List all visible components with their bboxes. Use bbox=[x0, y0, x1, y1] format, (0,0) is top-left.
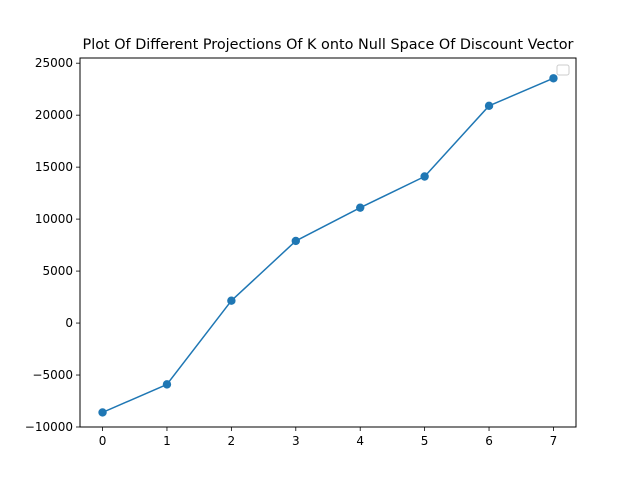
data-point bbox=[291, 236, 300, 246]
data-point bbox=[549, 74, 558, 83]
series-line bbox=[101, 77, 555, 414]
y-tick-label: 5000 bbox=[42, 264, 73, 278]
series-points bbox=[98, 74, 558, 417]
x-tick-label: 7 bbox=[550, 434, 558, 448]
chart-title: Plot Of Different Projections Of K onto … bbox=[83, 37, 574, 53]
y-tick-label: 20000 bbox=[35, 108, 73, 122]
data-point bbox=[420, 172, 429, 181]
data-point bbox=[356, 203, 365, 212]
x-tick-label: 2 bbox=[228, 434, 236, 448]
y-tick-label: 10000 bbox=[35, 212, 73, 226]
x-tick-label: 0 bbox=[99, 434, 107, 448]
y-axis-ticks: −10000 −5000 0 5000 10000 15000 20000 25000 bbox=[25, 56, 80, 434]
data-point bbox=[227, 296, 236, 305]
x-tick-label: 1 bbox=[163, 434, 171, 448]
series-lines bbox=[101, 77, 555, 414]
data-point bbox=[98, 408, 107, 417]
data-point bbox=[162, 380, 172, 389]
y-tick-label: −5000 bbox=[32, 368, 73, 382]
legend-box bbox=[556, 64, 570, 76]
x-tick-label: 3 bbox=[292, 434, 300, 448]
plot-area-frame bbox=[79, 57, 577, 428]
y-tick-label: 25000 bbox=[35, 56, 73, 70]
x-tick-label: 5 bbox=[421, 434, 429, 448]
x-tick-label: 6 bbox=[485, 434, 493, 448]
legend bbox=[556, 64, 570, 76]
x-tick-label: 4 bbox=[356, 434, 364, 448]
y-tick-label: 0 bbox=[65, 316, 73, 330]
y-tick-label: −10000 bbox=[25, 420, 73, 434]
y-tick-label: 15000 bbox=[35, 160, 73, 174]
x-axis-ticks: 0 1 2 3 4 5 6 7 bbox=[99, 427, 558, 448]
data-point bbox=[484, 101, 494, 111]
